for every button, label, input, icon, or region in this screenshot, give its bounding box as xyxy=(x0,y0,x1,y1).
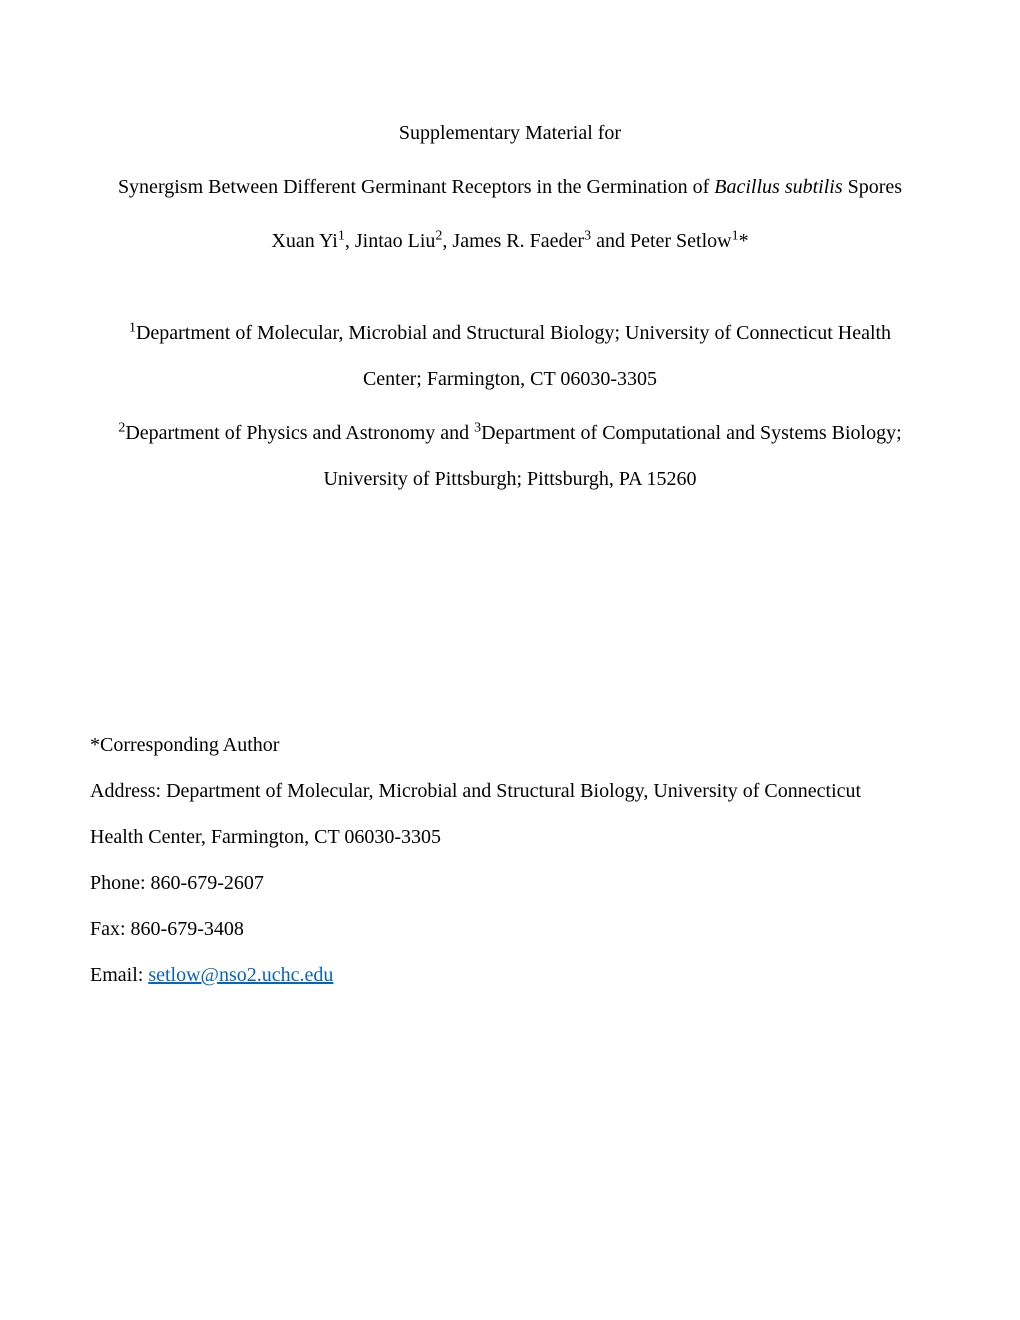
email-label: Email: xyxy=(90,964,148,986)
affiliation-1-line-2: Center; Farmington, CT 06030-3305 xyxy=(90,356,930,402)
author-3: James R. Faeder xyxy=(452,230,584,252)
author-1: Xuan Yi xyxy=(271,230,337,252)
corresponding-address-line-2: Health Center, Farmington, CT 06030-3305 xyxy=(90,814,930,860)
author-4: Peter Setlow xyxy=(630,230,732,252)
document-page: Supplementary Material for Synergism Bet… xyxy=(0,0,1020,1088)
corresponding-email-line: Email: setlow@nso2.uchc.edu xyxy=(90,952,930,998)
author-1-affil: 1 xyxy=(338,228,345,243)
author-3-affil: 3 xyxy=(584,228,591,243)
spacer xyxy=(90,264,930,310)
author-sep-3: and xyxy=(591,230,630,252)
corresponding-address-line-1: Address: Department of Molecular, Microb… xyxy=(90,768,930,814)
supplementary-heading: Supplementary Material for xyxy=(90,110,930,156)
affiliation-2-line-2: University of Pittsburgh; Pittsburgh, PA… xyxy=(90,456,930,502)
author-4-affil: 1 xyxy=(732,228,739,243)
affiliation-2-line-1: 2Department of Physics and Astronomy and… xyxy=(90,410,930,456)
affiliation-2-text-2: Department of Computational and Systems … xyxy=(481,422,902,444)
author-2: Jintao Liu xyxy=(355,230,436,252)
corresponding-author-label: *Corresponding Author xyxy=(90,722,930,768)
affiliation-2-text-1: Department of Physics and Astronomy and xyxy=(125,422,474,444)
title-suffix: Spores xyxy=(843,176,902,198)
spacer xyxy=(90,502,930,722)
spacer xyxy=(90,210,930,218)
author-4-corresponding-mark: * xyxy=(739,230,749,252)
corresponding-fax: Fax: 860-679-3408 xyxy=(90,906,930,952)
title-prefix: Synergism Between Different Germinant Re… xyxy=(118,176,714,198)
author-sep-2: , xyxy=(442,230,452,252)
affiliation-1-text-1: Department of Molecular, Microbial and S… xyxy=(136,322,891,344)
affiliation-1-line-1: 1Department of Molecular, Microbial and … xyxy=(90,310,930,356)
affiliation-1-sup: 1 xyxy=(129,320,136,335)
corresponding-phone: Phone: 860-679-2607 xyxy=(90,860,930,906)
title-italic-species: Bacillus subtilis xyxy=(714,176,842,198)
spacer xyxy=(90,402,930,410)
paper-title: Synergism Between Different Germinant Re… xyxy=(90,164,930,210)
author-sep-1: , xyxy=(345,230,355,252)
corresponding-email-link[interactable]: setlow@nso2.uchc.edu xyxy=(148,964,333,986)
authors-line: Xuan Yi1, Jintao Liu2, James R. Faeder3 … xyxy=(90,218,930,264)
spacer xyxy=(90,156,930,164)
